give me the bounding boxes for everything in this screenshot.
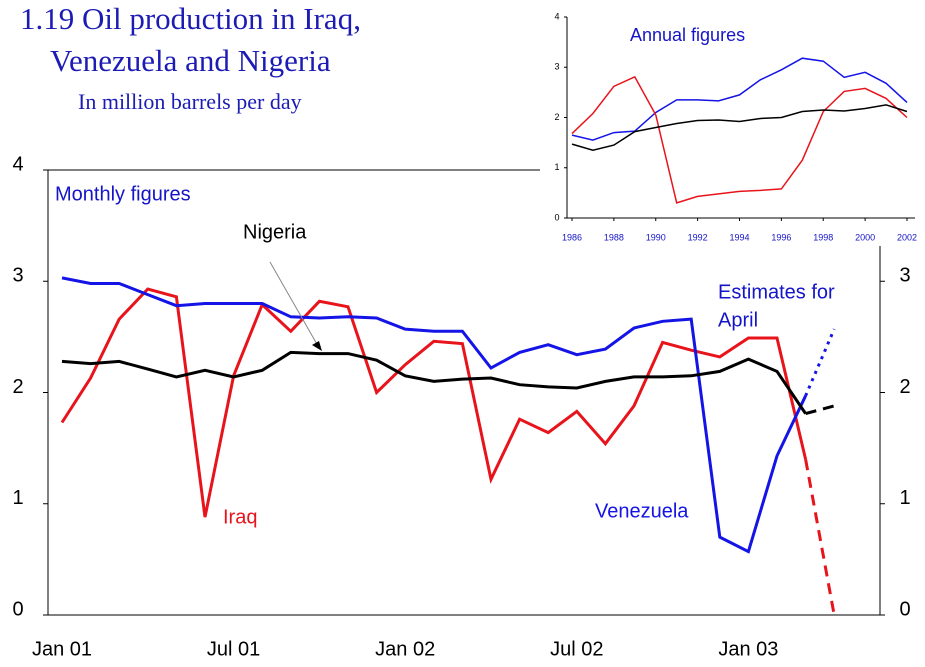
- x-tick-label: Jul 02: [550, 638, 603, 660]
- chart-subtitle: In million barrels per day: [78, 89, 302, 114]
- series-label: Venezuela: [595, 500, 689, 522]
- annotation: Monthly figures: [55, 183, 191, 205]
- estimate-line: [804, 328, 836, 397]
- x-tick-label: 2002: [897, 232, 917, 242]
- inset-plot: 0 1 2 3 4 1986 1988 1990 1992 1994 1996 1998 2000 200…: [540, 0, 925, 246]
- annotation: Annual figures: [630, 25, 745, 45]
- series-label: Nigeria: [243, 221, 307, 243]
- y-tick-label: 1: [12, 487, 23, 509]
- x-tick-label: 1990: [646, 232, 666, 242]
- series-label: Iraq: [223, 506, 257, 528]
- x-tick-label: 1988: [604, 232, 624, 242]
- series-line: [571, 104, 908, 151]
- y-tick-label: 4: [554, 11, 559, 21]
- x-tick-label: 1998: [813, 232, 833, 242]
- y2-tick-label: 0: [899, 598, 910, 620]
- chart-title: Venezuela and Nigeria: [50, 43, 331, 78]
- y2-tick-label: 2: [899, 376, 910, 398]
- y2-tick-label: 3: [899, 265, 910, 287]
- x-tick-label: 1994: [729, 232, 749, 242]
- series-line: [571, 57, 908, 141]
- x-tick-label: 1992: [688, 232, 708, 242]
- x-tick-label: 1996: [771, 232, 791, 242]
- x-tick-label: 2000: [855, 232, 875, 242]
- estimate-line: [804, 459, 836, 616]
- y-tick-label: 1: [554, 162, 559, 172]
- series-line: [60, 287, 808, 518]
- series-line: [61, 350, 807, 415]
- annotation: Estimates for: [718, 281, 835, 303]
- arrow-head: [312, 341, 322, 351]
- series-line: [571, 75, 908, 204]
- inset-background: [540, 0, 925, 246]
- main-plot: 0 1 2 3 4 0 1 2 3 Jan 01 Jul 01 Jan 02 Jul 02 Jan 03 I…: [12, 153, 910, 660]
- x-tick-label: 1986: [562, 232, 582, 242]
- y-tick-label: 2: [554, 112, 559, 122]
- annotation: April: [718, 309, 758, 331]
- label-arrow: [269, 261, 319, 347]
- series-line: [61, 276, 807, 554]
- estimate-line: [805, 404, 835, 416]
- y-tick-label: 4: [12, 153, 23, 175]
- x-tick-label: Jan 03: [718, 638, 778, 660]
- y-tick-label: 0: [554, 212, 559, 222]
- y2-tick-label: 1: [899, 487, 910, 509]
- x-tick-label: Jan 01: [32, 638, 92, 660]
- y-tick-label: 0: [12, 598, 23, 620]
- x-tick-label: Jan 02: [375, 638, 435, 660]
- y-tick-label: 3: [554, 62, 559, 72]
- chart-title: 1.19 Oil production in Iraq,: [20, 1, 361, 36]
- x-tick-label: Jul 01: [207, 638, 260, 660]
- y-tick-label: 2: [12, 376, 23, 398]
- y-tick-label: 3: [12, 265, 23, 287]
